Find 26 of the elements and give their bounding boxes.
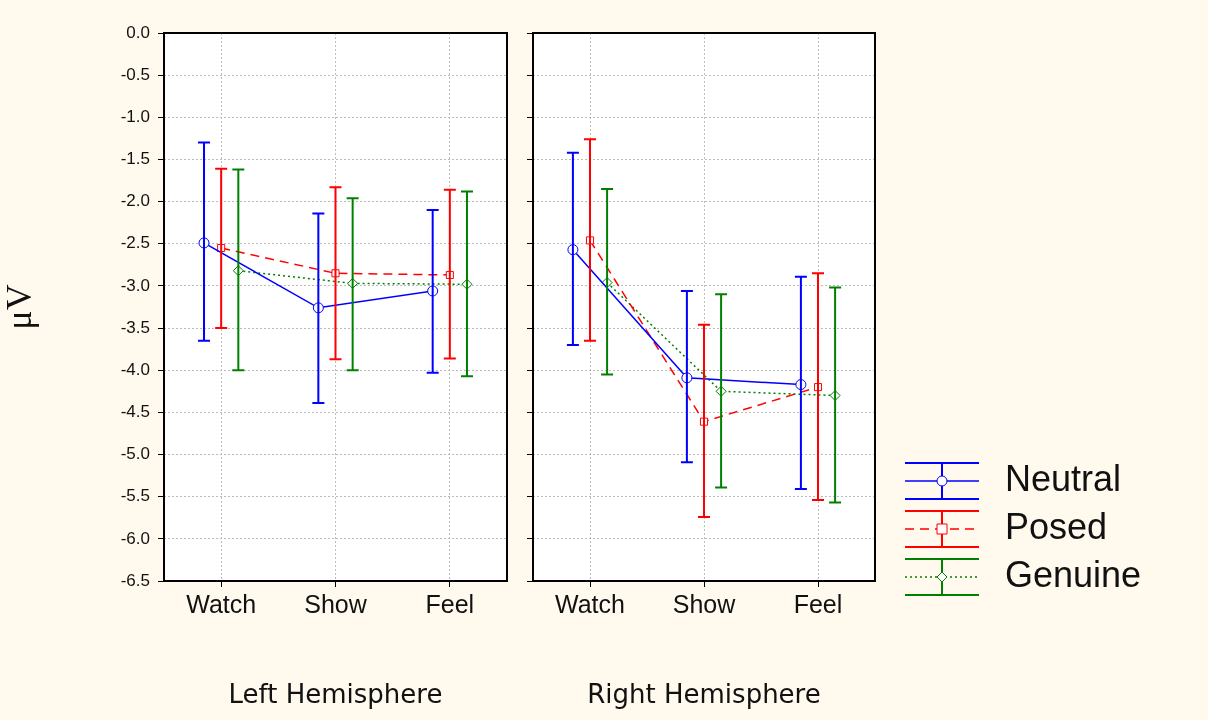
y-tick-label: -3.0	[120, 275, 150, 295]
y-tick-label: -4.5	[120, 402, 150, 422]
legend-label: Posed	[1005, 505, 1108, 547]
y-tick-label: -6.5	[120, 570, 150, 590]
y-tick-label: -4.0	[120, 359, 150, 379]
legend-label: Genuine	[1005, 553, 1142, 595]
x-tick-label: Feel	[793, 589, 843, 618]
y-tick-label: -2.5	[120, 233, 150, 253]
x-tick-label: Show	[304, 589, 368, 618]
y-tick-label: 0.0	[126, 22, 150, 42]
x-tick-label: Watch	[555, 589, 625, 618]
y-tick-label: -3.5	[120, 317, 150, 337]
y-tick-label: -0.5	[120, 64, 150, 84]
y-tick-label: -5.5	[120, 486, 150, 506]
y-tick-label: -5.0	[120, 444, 150, 464]
x-axis-title: Right Hemisphere	[587, 679, 821, 710]
y-tick-label: -2.0	[120, 191, 150, 211]
x-axis-title: Left Hemisphere	[228, 679, 443, 710]
y-tick-label: -1.0	[120, 107, 150, 126]
x-tick-label: Show	[672, 589, 737, 618]
x-tick-label: Feel	[425, 589, 475, 618]
y-tick-label: -1.5	[120, 149, 150, 169]
y-axis-title: μV	[0, 284, 40, 330]
x-tick-label: Watch	[186, 589, 257, 618]
y-tick-label: -6.0	[120, 528, 150, 548]
legend-label: Neutral	[1005, 457, 1122, 499]
